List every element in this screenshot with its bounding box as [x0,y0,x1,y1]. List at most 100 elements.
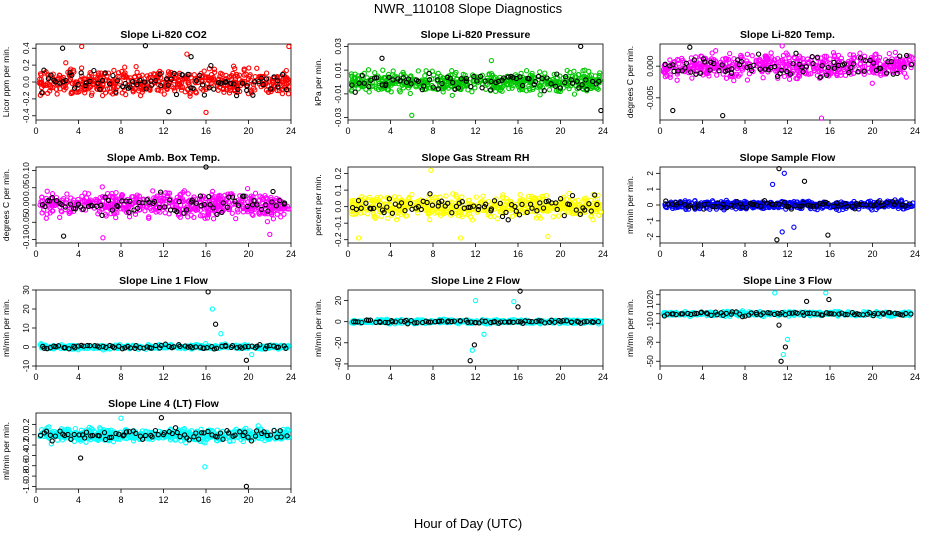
reference-point [513,208,519,214]
reference-point [102,194,108,200]
x-tick-label: 4 [388,372,393,382]
data-point [571,203,577,210]
reference-point [84,342,91,349]
data-point [689,75,695,81]
data-point [509,213,516,219]
reference-point [109,207,116,213]
y-axis-label: ml/min per min. [313,299,323,357]
data-point [358,210,364,216]
reference-point [242,344,248,350]
data-point [868,66,875,73]
data-point [106,78,112,84]
data-point [375,86,382,93]
data-point [237,80,243,86]
reference-point [552,83,559,89]
data-point [112,198,119,204]
reference-point [884,200,890,206]
outlier-point [776,165,782,172]
data-point [380,67,386,73]
data-point [166,200,173,206]
reference-point [902,203,908,209]
x-tick-label: 0 [657,249,662,259]
data-point [453,194,459,200]
reference-point [281,200,288,206]
data-point [582,209,588,215]
outlier-point [481,331,487,337]
reference-point [398,318,404,324]
data-point [349,73,355,79]
data-point [352,76,358,82]
reference-point [383,81,389,87]
reference-series [663,198,913,212]
reference-point [115,203,121,210]
data-point [372,70,378,76]
data-point [818,67,824,73]
data-point [383,74,389,81]
reference-point [244,82,250,89]
x-tick-label: 12 [158,249,168,259]
outlier-point [267,231,273,238]
data-point [233,71,240,78]
data-point [108,89,114,95]
data-point [266,199,272,205]
reference-point [542,320,548,326]
reference-point [434,77,441,83]
data-point [811,68,818,74]
reference-point [48,72,54,78]
reference-point [701,201,707,208]
data-point [592,83,599,89]
reference-point [235,86,241,93]
data-point [497,209,503,215]
reference-point [569,192,576,199]
reference-point [667,63,673,69]
reference-point [532,78,539,85]
reference-point [576,85,582,91]
reference-point [831,59,837,66]
reference-point [231,81,237,87]
chart-panel: Slope Gas Stream RH0 4 8 12 16 20 24-0.2-0.10.… [313,152,608,259]
reference-point [526,76,532,82]
panel-title: Slope Gas Stream RH [422,152,530,164]
x-tick-label: 24 [598,372,608,382]
panel-title: Slope Amb. Box Temp. [107,152,220,164]
reference-point [134,205,141,211]
data-point [709,50,715,56]
x-tick-label: 12 [782,126,792,136]
x-tick-label: 8 [430,372,435,382]
data-point [132,211,139,217]
reference-point [459,199,465,205]
reference-point [173,91,180,98]
reference-point [510,319,516,325]
reference-point [850,61,857,67]
outlier-point [428,167,434,173]
y-axis-label: degrees C per min. [625,46,635,118]
reference-point [856,201,862,207]
y-tick-label: -0.005 [645,86,655,110]
reference-point [257,342,263,348]
reference-point [78,342,84,349]
outlier-point [100,235,106,241]
reference-point [408,81,414,87]
reference-series [39,188,288,219]
reference-point [182,343,188,349]
data-point [270,216,277,222]
data-point [264,218,271,225]
data-point [266,76,272,82]
x-tick-label: 0 [33,126,38,136]
data-point [869,80,875,86]
reference-point [349,82,355,88]
data-point [99,184,105,190]
reference-point [87,343,93,349]
reference-point [156,204,163,211]
data-point [235,209,241,215]
data-point [209,188,216,195]
data-point [351,211,357,217]
data-point [111,67,117,74]
y-tick-label: -10 [21,360,31,373]
data-point [797,55,803,61]
data-point [838,55,844,61]
data-point [399,207,405,213]
reference-point [505,217,511,223]
reference-point [581,319,587,325]
data-point [889,68,896,75]
